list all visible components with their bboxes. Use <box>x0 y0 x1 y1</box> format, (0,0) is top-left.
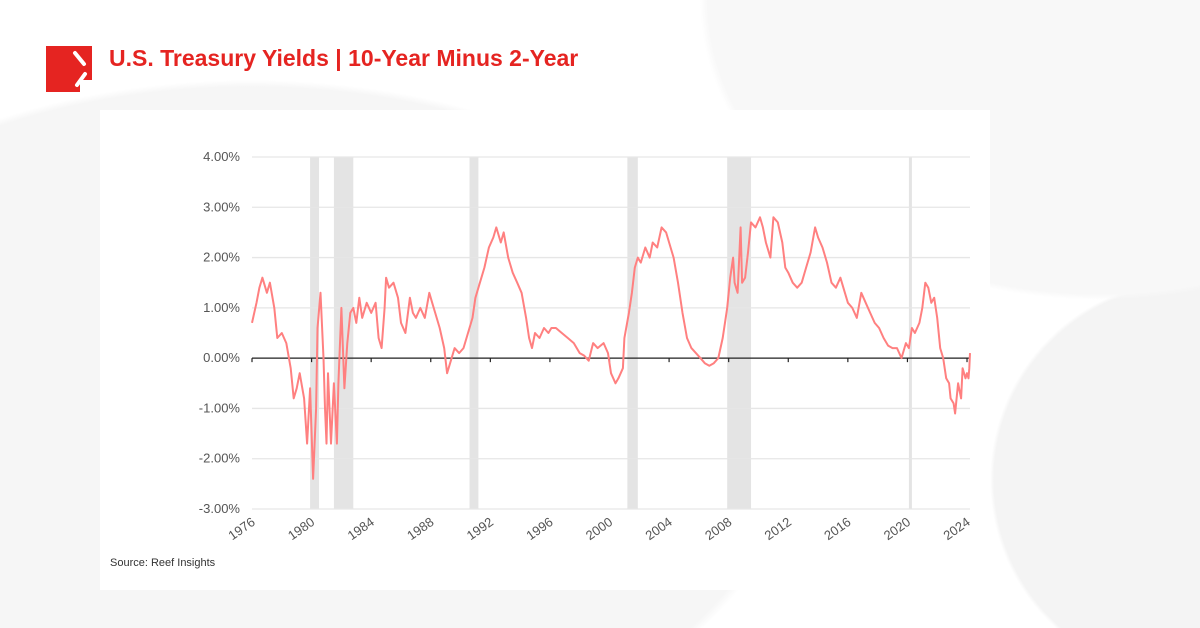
x-axis-labels: 1976 1980 1984 1988 1992 1996 2000 2004 2008 2012… <box>225 514 972 543</box>
y-tick-label: 3.00% <box>203 199 240 214</box>
y-tick-label: -1.00% <box>199 400 241 415</box>
y-tick-label: -3.00% <box>199 501 241 516</box>
source-note: Source: Reef Insights <box>110 557 216 569</box>
x-tick-label: 1984 <box>345 514 377 543</box>
x-tick-label: 2012 <box>762 514 794 543</box>
series-line <box>251 216 971 480</box>
x-axis-tick-marks <box>251 358 968 363</box>
recession-band <box>310 157 320 509</box>
recession-band <box>727 157 752 509</box>
x-tick-label: 1976 <box>225 514 257 543</box>
page-title: U.S. Treasury Yields | 10-Year Minus 2-Y… <box>109 45 579 71</box>
x-tick-label: 1980 <box>285 514 317 543</box>
y-tick-label: 0.00% <box>203 350 240 365</box>
recession-shading <box>310 157 912 509</box>
x-tick-label: 2000 <box>583 514 615 543</box>
reef-logo-icon <box>46 46 92 92</box>
x-tick-label: 1992 <box>464 514 496 543</box>
recession-band <box>333 157 354 509</box>
y-axis-labels: -3.00% -2.00% -1.00% 0.00% 1.00% 2.00% 3.00% 4.… <box>199 149 241 516</box>
x-tick-label: 1988 <box>404 514 436 543</box>
chart-card <box>100 110 990 590</box>
y-tick-label: 1.00% <box>203 300 240 315</box>
recession-band <box>469 157 479 509</box>
x-tick-label: 2008 <box>702 514 734 543</box>
x-tick-label: 2020 <box>881 514 913 543</box>
x-tick-label: 2016 <box>821 514 853 543</box>
x-tick-label: 2004 <box>643 514 675 543</box>
gridlines <box>252 156 970 510</box>
x-tick-label: 1996 <box>523 514 555 543</box>
x-tick-label: 2024 <box>940 514 972 543</box>
y-tick-label: 4.00% <box>203 149 240 164</box>
recession-band <box>627 157 638 509</box>
y-tick-label: 2.00% <box>203 250 240 265</box>
y-tick-label: -2.00% <box>199 451 241 466</box>
